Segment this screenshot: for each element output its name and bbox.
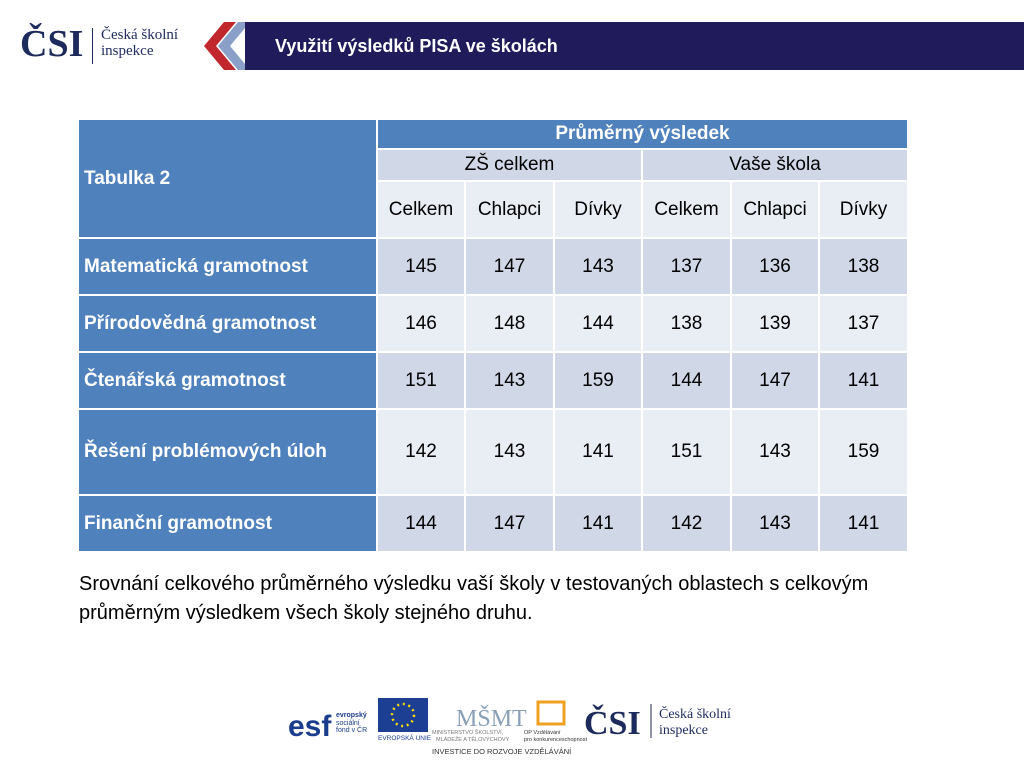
op-label: pro konkurenceschopnost — [524, 737, 587, 743]
title-bar — [245, 22, 1024, 70]
caption: Srovnání celkového průměrného výsledku v… — [79, 573, 869, 624]
value-cell: 145 — [376, 237, 466, 296]
value-cell: 151 — [641, 408, 732, 496]
divider — [92, 28, 93, 64]
subgroup-header: ZŠ celkem — [376, 148, 643, 182]
msmt-label: MLÁDEŽE A TĚLOVÝCHOVY — [436, 735, 510, 743]
value-cell: 143 — [730, 408, 820, 496]
data-row: Řešení problémových úloh 142 143 141 151 143 1… — [77, 408, 909, 496]
value-cell: 144 — [553, 294, 643, 353]
row-label: Matematická gramotnost — [77, 237, 378, 296]
slogan: INVESTICE DO ROZVOJE VZDĚLÁVÁNÍ — [432, 747, 572, 756]
op-logo — [536, 700, 566, 726]
subgroup-header: Vaše škola — [641, 148, 909, 182]
esf-line: evropský — [336, 712, 367, 719]
org-line: inspekce — [101, 42, 154, 59]
value-cell: 159 — [553, 351, 643, 410]
value-cell: 159 — [818, 408, 909, 496]
footer-logos: esf EVROPSKÁ UNIE MŠMT MINISTERSTVO ŠKOL… — [286, 698, 731, 756]
value-cell: 141 — [818, 351, 909, 410]
value-cell: 137 — [641, 237, 732, 296]
results-table: Tabulka 2 Průměrný výsledek ZŠ celkem Vaše … — [77, 118, 909, 553]
esf-line: fond v ČR — [336, 727, 368, 735]
esf-mark: esf — [288, 710, 332, 743]
row-label: Řešení problémových úloh — [77, 408, 378, 496]
corner-cell: Tabulka 2 — [77, 118, 378, 239]
row-label: Přírodovědná gramotnost — [77, 294, 378, 353]
value-cell: 136 — [730, 237, 820, 296]
value-cell: 142 — [641, 494, 732, 553]
column-header: Dívky — [818, 180, 909, 239]
data-row: Přírodovědná gramotnost 146 148 144 138 139 13… — [77, 294, 909, 353]
group-header: Průměrný výsledek — [376, 118, 909, 150]
data-row: Matematická gramotnost 145 147 143 137 136 138 — [77, 237, 909, 296]
esf-line: sociální — [336, 719, 360, 727]
value-cell: 141 — [553, 408, 643, 496]
value-cell: 143 — [464, 408, 555, 496]
op-label: OP Vzdělávání — [524, 730, 561, 736]
value-cell: 144 — [376, 494, 466, 553]
value-cell: 143 — [464, 351, 555, 410]
eu-label: EVROPSKÁ UNIE — [378, 733, 432, 742]
value-cell: 147 — [464, 237, 555, 296]
value-cell: 144 — [641, 351, 732, 410]
row-label: Finanční gramotnost — [77, 494, 378, 553]
value-cell: 137 — [818, 294, 909, 353]
column-header: Chlapci — [730, 180, 820, 239]
value-cell: 138 — [818, 237, 909, 296]
csi-org: inspekce — [659, 723, 708, 738]
csi-logo: ČSI — [584, 704, 641, 742]
msmt-mark: MŠMT — [456, 705, 527, 732]
header-row: Celkem Chlapci Dívky Celkem Chlapci Dívky — [78, 180, 909, 239]
column-header: Celkem — [641, 180, 732, 239]
value-cell: 139 — [730, 294, 820, 353]
msmt-label: MINISTERSTVO ŠKOLSTVÍ, — [432, 729, 504, 736]
value-cell: 151 — [376, 351, 466, 410]
org-line: Česká školní — [101, 27, 179, 43]
value-cell: 146 — [376, 294, 466, 353]
column-header: Celkem — [376, 180, 466, 239]
row-label: Čtenářská gramotnost — [77, 351, 378, 410]
org-name: Česká školní inspekce — [101, 27, 179, 60]
value-cell: 148 — [464, 294, 555, 353]
header-row: Tabulka 2 Průměrný výsledek — [77, 118, 909, 239]
esf-logo — [286, 698, 374, 740]
value-cell: 141 — [553, 494, 643, 553]
value-cell: 141 — [818, 494, 909, 553]
esf-text: evropský sociální fond v ČR — [336, 712, 367, 735]
csi-org: Česká školní — [659, 705, 731, 722]
value-cell: 143 — [553, 237, 643, 296]
header-row: ZŠ celkem Vaše škola — [78, 148, 909, 182]
chevrons — [204, 22, 250, 70]
data-row: Čtenářská gramotnost 151 143 159 144 147 141 — [77, 351, 909, 410]
value-cell: 147 — [464, 494, 555, 553]
column-header: Dívky — [553, 180, 643, 239]
value-cell: 147 — [730, 351, 820, 410]
column-header: Chlapci — [464, 180, 555, 239]
logo: ČSI — [20, 23, 84, 65]
value-cell: 142 — [376, 408, 466, 496]
value-cell: 143 — [730, 494, 820, 553]
data-row: Finanční gramotnost 144 147 141 142 143 141 — [77, 494, 909, 553]
value-cell: 138 — [641, 294, 732, 353]
slide-title: Využití výsledků PISA ve školách — [275, 36, 558, 56]
